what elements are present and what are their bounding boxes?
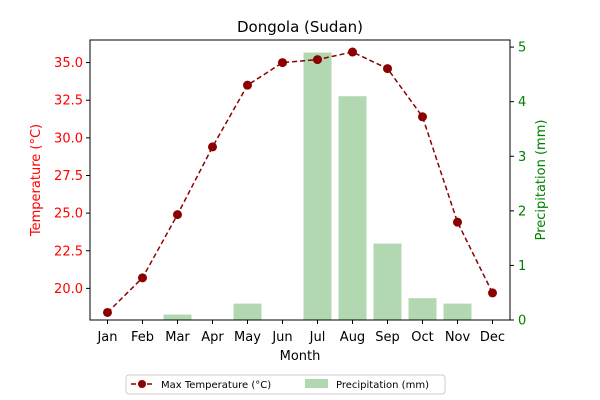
x-tick-label: Mar [165, 330, 190, 345]
legend: Max Temperature (°C) Precipitation (mm) [125, 374, 446, 395]
x-tick-label: Aug [340, 330, 365, 345]
legend-bar-swatch [305, 379, 328, 388]
y-right-tick-label: 4 [518, 95, 526, 110]
y-right-tick-label: 3 [518, 150, 526, 165]
x-tick-label: Oct [411, 330, 433, 345]
precipitation-bar-mar [163, 314, 192, 320]
y-right-tick-label: 1 [518, 259, 526, 274]
x-tick-label: Nov [445, 330, 471, 345]
x-tick-label: Jun [271, 330, 292, 345]
temperature-point-nov [453, 217, 462, 227]
x-tick-label: Feb [131, 330, 154, 345]
precipitation-bar-nov [443, 303, 472, 320]
x-tick-label: May [234, 330, 261, 345]
legend-label-temperature: Max Temperature (°C) [161, 380, 271, 391]
y-left-tick-label: 22.5 [54, 244, 83, 259]
y-axis-right-label: Precipitation (mm) [534, 120, 549, 241]
x-tick-label: Dec [480, 330, 505, 345]
precipitation-bar-oct [408, 298, 437, 320]
y-left-tick-label: 35.0 [54, 56, 83, 71]
y-right-tick-label: 2 [518, 204, 526, 219]
temperature-point-jan [103, 307, 112, 317]
temperature-point-aug [348, 47, 357, 57]
temperature-point-may [243, 80, 252, 90]
x-tick-label: Jan [96, 330, 117, 345]
temperature-point-jun [278, 58, 287, 68]
y-right-tick-label: 0 [518, 314, 526, 329]
x-tick-label: Apr [201, 330, 224, 345]
precipitation-bar-may [233, 303, 262, 320]
temperature-point-dec [488, 288, 497, 298]
temperature-line [103, 47, 497, 317]
y-axis-left: 20.0 22.5 25.0 27.5 30.0 32.5 35.0 [54, 56, 90, 297]
legend-marker-swatch [138, 380, 146, 388]
legend-label-precipitation: Precipitation (mm) [336, 380, 429, 391]
legend-box [125, 374, 446, 395]
plot-frame [89, 39, 511, 321]
temperature-point-sep [383, 64, 392, 74]
y-axis-left-label: Temperature (°C) [29, 124, 44, 237]
x-axis: Jan Feb Mar Apr May Jun Jul Aug Sep Oct Nov Dec [96, 320, 505, 345]
temperature-point-mar [173, 210, 182, 220]
temperature-point-oct [418, 112, 427, 122]
y-right-tick-label: 5 [518, 41, 526, 56]
temperature-point-jul [313, 55, 322, 65]
temperature-line-path [106, 51, 494, 314]
x-tick-label: Sep [375, 330, 400, 345]
chart-title: Dongola (Sudan) [237, 18, 363, 36]
x-axis-label: Month [280, 349, 321, 364]
y-left-tick-label: 20.0 [54, 282, 83, 297]
y-left-tick-label: 25.0 [54, 207, 83, 222]
y-left-tick-label: 32.5 [54, 94, 83, 109]
y-left-tick-label: 27.5 [54, 169, 83, 184]
precipitation-bar-sep [373, 243, 402, 320]
temperature-point-apr [208, 142, 217, 152]
precipitation-bar-jul [303, 52, 332, 320]
x-tick-label: Jul [309, 330, 326, 345]
temperature-point-feb [138, 273, 147, 283]
precipitation-bars [163, 52, 472, 320]
y-left-tick-label: 30.0 [54, 131, 83, 146]
y-axis-right: 0 1 2 3 4 5 [510, 41, 526, 329]
precipitation-bar-aug [338, 96, 367, 320]
